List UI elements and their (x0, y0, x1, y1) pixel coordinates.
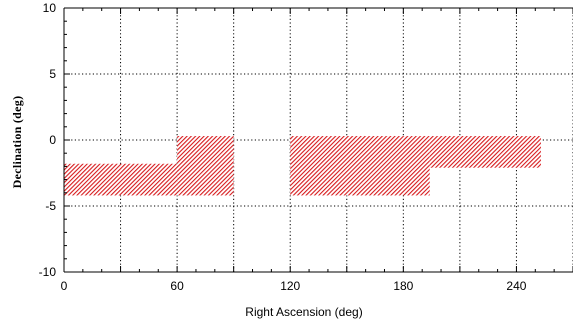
x-tick-label: 0 (61, 279, 68, 293)
x-tick-label: 180 (393, 279, 413, 293)
survey-region (64, 163, 178, 196)
survey-region (290, 136, 430, 196)
x-tick-label: 60 (170, 279, 184, 293)
grid-lines (63, 7, 573, 273)
survey-region (177, 136, 234, 196)
y-tick-label: -10 (39, 265, 57, 279)
y-axis-title: Declination (deg) (10, 96, 24, 189)
y-tick-label: -5 (45, 199, 56, 213)
tick-labels: 0 60 120 180 240 -10 -5 0 5 10 (39, 1, 527, 293)
survey-region (429, 136, 541, 168)
x-tick-label: 120 (280, 279, 300, 293)
x-tick-label: 240 (506, 279, 526, 293)
y-tick-label: 0 (49, 133, 56, 147)
axis-ticks (63, 7, 573, 273)
x-axis-title: Right Ascension (deg) (245, 305, 362, 319)
survey-regions (64, 136, 541, 196)
y-tick-label: 10 (43, 1, 57, 15)
y-tick-label: 5 (49, 67, 56, 81)
